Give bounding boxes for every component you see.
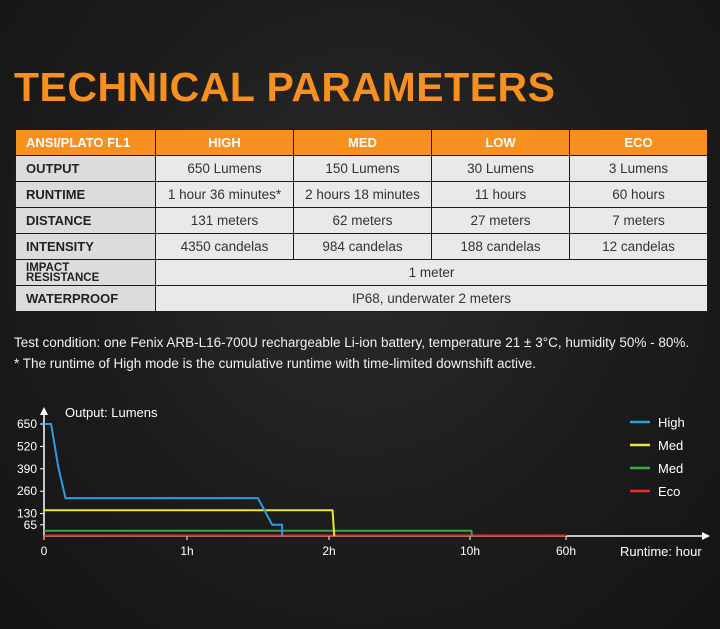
x-tick-label: 2h	[322, 544, 335, 558]
table-cell: 131 meters	[155, 207, 294, 234]
table-cell: 62 meters	[293, 207, 432, 234]
legend-label: High	[658, 415, 685, 430]
table-row: IMPACT RESISTANCE 1 meter	[15, 259, 708, 286]
page-title: TECHNICAL PARAMETERS	[14, 64, 556, 110]
table-row: OUTPUT 650 Lumens 150 Lumens 30 Lumens 3…	[15, 155, 708, 182]
row-label-line: RESISTANCE	[26, 271, 100, 284]
y-tick-label: 650	[17, 417, 37, 431]
chart-series-group	[44, 423, 567, 537]
y-tick-label: 65	[24, 518, 38, 532]
legend-label: Med	[658, 438, 683, 453]
y-tick-label: 520	[17, 439, 37, 453]
table-cell: 4350 candelas	[155, 233, 294, 260]
table-cell: 3 Lumens	[569, 155, 708, 182]
runtime-footnote: * The runtime of High mode is the cumula…	[14, 356, 536, 371]
header-standard: ANSI/PLATO FL1	[15, 129, 156, 156]
row-label-runtime: RUNTIME	[15, 181, 156, 208]
row-label-impact-resistance: IMPACT RESISTANCE	[15, 259, 156, 286]
header-med: MED	[293, 129, 432, 156]
row-label-output: OUTPUT	[15, 155, 156, 182]
table-header-row: ANSI/PLATO FL1 HIGH MED LOW ECO	[15, 129, 708, 156]
legend-label: Med	[658, 461, 683, 476]
series-line-med	[44, 509, 336, 537]
table-cell-merged: IP68, underwater 2 meters	[155, 285, 708, 312]
x-tick-label: 10h	[460, 544, 480, 558]
table-cell-merged: 1 meter	[155, 259, 708, 286]
test-condition-note: Test condition: one Fenix ARB-L16-700U r…	[14, 335, 690, 350]
row-label-line: IMPACT	[26, 261, 70, 274]
table-cell: 2 hours 18 minutes	[293, 181, 432, 208]
parameters-table: ANSI/PLATO FL1 HIGH MED LOW ECO OUTPUT 6…	[15, 129, 708, 312]
table-cell: 30 Lumens	[431, 155, 570, 182]
table-cell: 12 candelas	[569, 233, 708, 260]
x-tick-label: 60h	[556, 544, 576, 558]
series-line-med	[44, 529, 473, 537]
table-row: INTENSITY 4350 candelas 984 candelas 188…	[15, 233, 708, 260]
x-axis-label: Runtime: hour	[620, 544, 702, 559]
x-tick-label: 0	[41, 544, 48, 558]
table-row: WATERPROOF IP68, underwater 2 meters	[15, 285, 708, 312]
x-axis-arrow-icon	[702, 532, 710, 540]
table-cell: 650 Lumens	[155, 155, 294, 182]
series-line-high	[44, 423, 284, 536]
series-line-eco	[44, 534, 567, 537]
table-row: DISTANCE 131 meters 62 meters 27 meters …	[15, 207, 708, 234]
header-eco: ECO	[569, 129, 708, 156]
row-label-intensity: INTENSITY	[15, 233, 156, 260]
table-cell: 60 hours	[569, 181, 708, 208]
table-cell: 188 candelas	[431, 233, 570, 260]
y-axis-arrow-icon	[40, 407, 48, 415]
row-label-distance: DISTANCE	[15, 207, 156, 234]
y-tick-label: 260	[17, 484, 37, 498]
legend-label: Eco	[658, 484, 680, 499]
y-axis-label: Output: Lumens	[65, 405, 158, 420]
table-cell: 7 meters	[569, 207, 708, 234]
header-high: HIGH	[155, 129, 294, 156]
y-tick-label: 390	[17, 462, 37, 476]
row-label-waterproof: WATERPROOF	[15, 285, 156, 312]
table-cell: 11 hours	[431, 181, 570, 208]
table-cell: 984 candelas	[293, 233, 432, 260]
table-cell: 150 Lumens	[293, 155, 432, 182]
chart-legend: High Med Med Eco	[630, 415, 685, 499]
header-low: LOW	[431, 129, 570, 156]
table-cell: 1 hour 36 minutes*	[155, 181, 294, 208]
y-tick-label: 130	[17, 507, 37, 521]
x-tick-label: 1h	[180, 544, 193, 558]
table-cell: 27 meters	[431, 207, 570, 234]
table-row: RUNTIME 1 hour 36 minutes* 2 hours 18 mi…	[15, 181, 708, 208]
